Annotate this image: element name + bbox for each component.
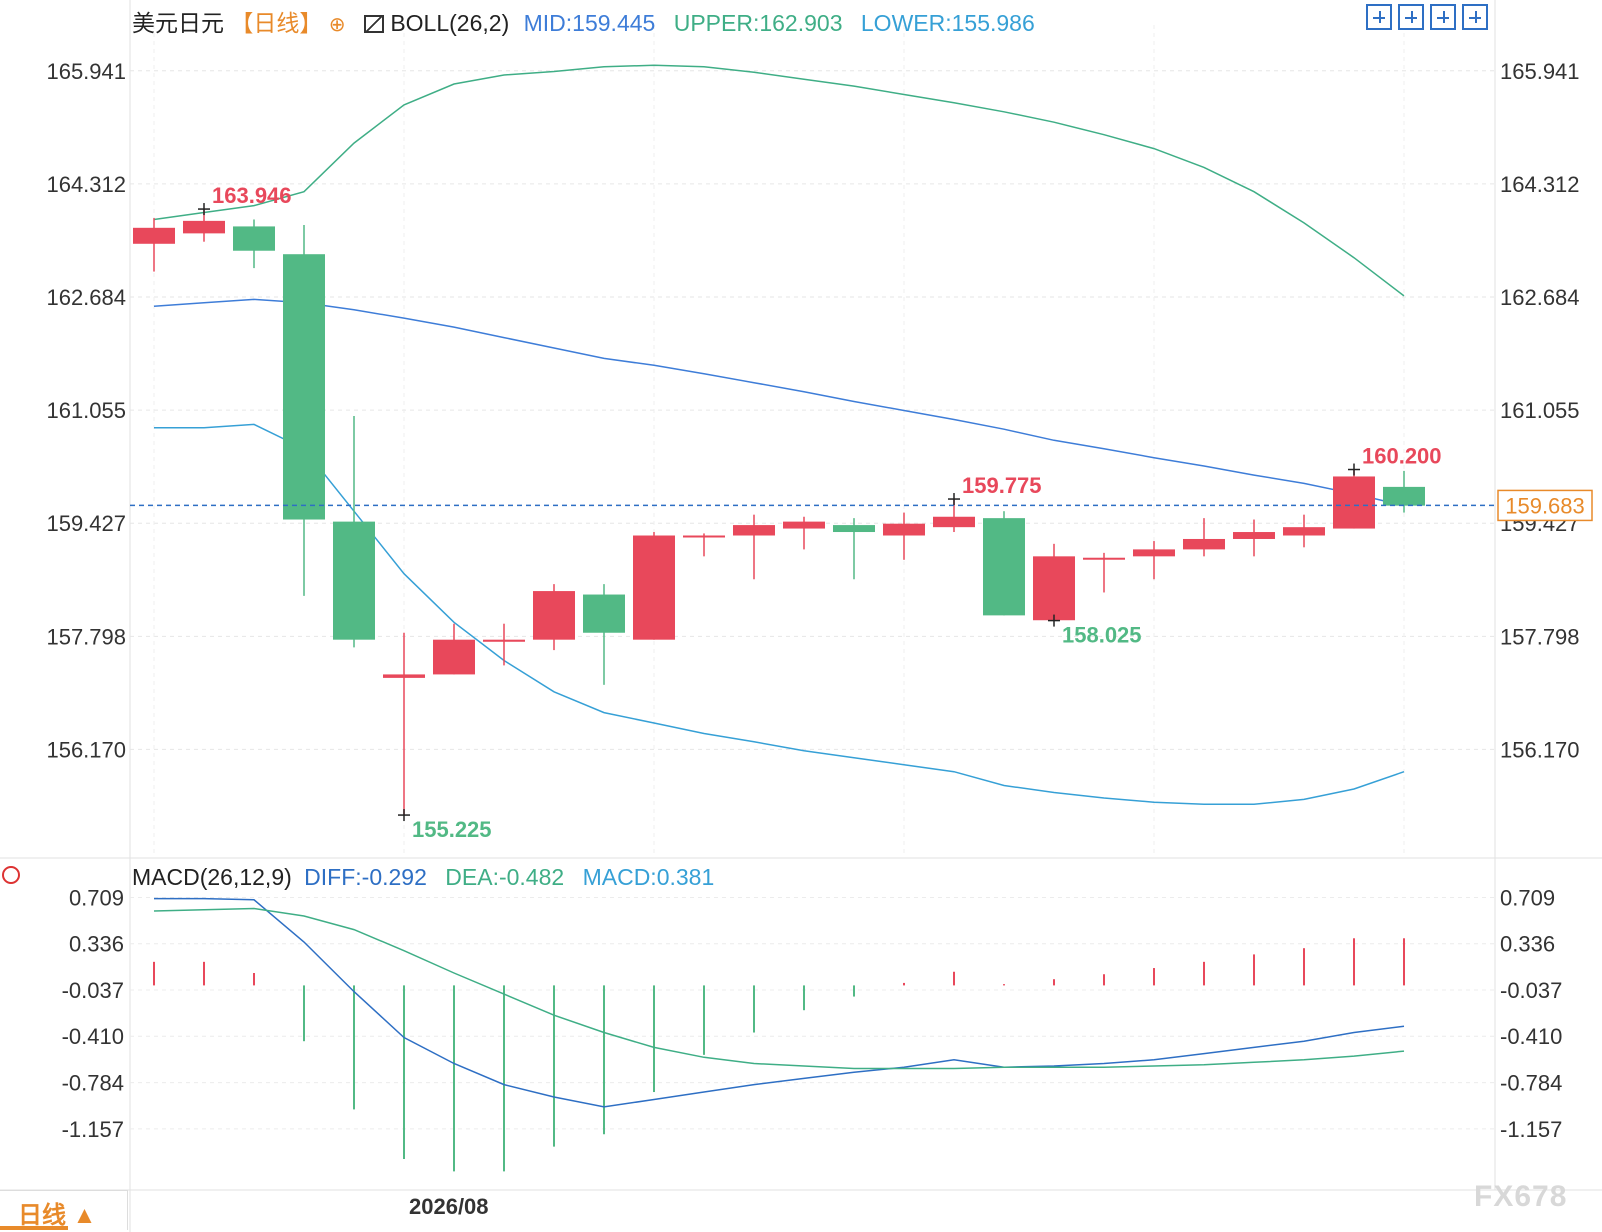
price-y-tick-left: 156.170 xyxy=(46,737,126,762)
low-price-label: 155.225 xyxy=(412,817,492,842)
macd-y-tick-left: -1.157 xyxy=(62,1117,124,1142)
candle-up xyxy=(183,220,225,234)
period-tab-label[interactable]: 日线 ▲ xyxy=(18,1202,97,1229)
macd-y-tick-right: -1.157 xyxy=(1500,1117,1562,1142)
macd-y-tick-left: 0.336 xyxy=(69,932,124,957)
candle-up xyxy=(633,535,675,640)
macd-y-tick-left: 0.709 xyxy=(69,885,124,910)
candle-down xyxy=(233,226,275,251)
symbol-title: 美元日元 xyxy=(132,10,224,36)
price-y-tick-right: 162.684 xyxy=(1500,285,1580,310)
price-y-tick-left: 165.941 xyxy=(46,59,126,84)
price-y-tick-left: 159.427 xyxy=(46,511,126,536)
current-price-label: 159.683 xyxy=(1505,493,1585,518)
low-price-label: 158.025 xyxy=(1062,623,1142,648)
price-y-tick-left: 161.055 xyxy=(46,398,126,423)
period-tag[interactable]: 【日线】 xyxy=(230,10,323,36)
bar-settings-icon[interactable] xyxy=(1398,4,1424,30)
macd-y-tick-right: -0.410 xyxy=(1500,1024,1562,1049)
x-axis-date-label: 2026/08 xyxy=(409,1194,489,1219)
candle-up xyxy=(383,674,425,678)
price-y-tick-right: 156.170 xyxy=(1500,737,1580,762)
crosshair-icon[interactable] xyxy=(2,866,20,884)
price-y-tick-right: 157.798 xyxy=(1500,624,1580,649)
candle-down xyxy=(333,521,375,640)
indicator-add-icon[interactable] xyxy=(1430,4,1456,30)
high-price-label: 163.946 xyxy=(212,183,292,208)
dea-label: DEA:-0.482 xyxy=(445,864,565,890)
mid-label: MID:159.445 xyxy=(523,10,656,36)
period-tab[interactable]: 日线 ▲ xyxy=(0,1190,128,1230)
price-y-tick-right: 161.055 xyxy=(1500,398,1580,423)
boll-mid-line xyxy=(153,298,1405,507)
candle-up xyxy=(1133,549,1175,557)
diff-label: DIFF:-0.292 xyxy=(304,864,427,890)
watermark: FX678 xyxy=(1474,1180,1568,1213)
candle-down xyxy=(983,518,1025,616)
boll-upper-line xyxy=(153,64,1405,297)
upper-label: UPPER:162.903 xyxy=(673,10,843,36)
candle-up xyxy=(1233,532,1275,539)
candle-up xyxy=(1283,527,1325,536)
candle-up xyxy=(783,521,825,529)
candle-down xyxy=(583,594,625,633)
macd-label: MACD:0.381 xyxy=(582,864,715,890)
candle-up xyxy=(133,227,175,244)
price-y-tick-right: 165.941 xyxy=(1500,59,1580,84)
candle-up xyxy=(1183,538,1225,550)
price-y-tick-left: 164.312 xyxy=(46,172,126,197)
candle-up xyxy=(1083,557,1125,560)
macd-title[interactable]: MACD(26,12,9) xyxy=(132,864,292,890)
macd-y-tick-left: -0.037 xyxy=(62,978,124,1003)
macd-diff-line xyxy=(154,897,1405,1108)
price-y-tick-left: 157.798 xyxy=(46,624,126,649)
macd-y-tick-right: 0.709 xyxy=(1500,885,1555,910)
candle-up xyxy=(933,516,975,528)
macd-header: MACD(26,12,9) DIFF:-0.292 DEA:-0.482 MAC… xyxy=(132,864,714,891)
candle-down xyxy=(283,254,325,520)
lower-label: LOWER:155.986 xyxy=(860,10,1035,36)
chart-header: 美元日元 【日线】 ⊕ BOLL(26,2) MID:159.445 UPPER… xyxy=(132,4,1035,38)
candle-up xyxy=(683,535,725,538)
export-icon[interactable] xyxy=(1462,4,1488,30)
chart-icon[interactable] xyxy=(363,15,384,33)
boll-label[interactable]: BOLL(26,2) xyxy=(390,10,510,36)
high-price-label: 160.200 xyxy=(1362,444,1442,469)
candle-up xyxy=(1333,476,1375,529)
high-price-label: 159.775 xyxy=(962,473,1042,498)
macd-y-tick-left: -0.784 xyxy=(62,1071,124,1096)
price-y-tick-right: 164.312 xyxy=(1500,172,1580,197)
macd-y-tick-right: 0.336 xyxy=(1500,932,1555,957)
macd-dea-line xyxy=(153,907,1405,1070)
circle-plus-icon[interactable]: ⊕ xyxy=(328,14,346,36)
macd-y-tick-right: -0.037 xyxy=(1500,978,1562,1003)
grid-expand-icon[interactable] xyxy=(1366,4,1392,30)
candle-up xyxy=(883,523,925,536)
candle-up xyxy=(433,639,475,675)
candle-down xyxy=(1383,486,1425,506)
price-y-tick-left: 162.684 xyxy=(46,285,126,310)
candle-up xyxy=(483,639,525,642)
macd-y-tick-left: -0.410 xyxy=(62,1024,124,1049)
macd-y-tick-right: -0.784 xyxy=(1500,1071,1562,1096)
candle-up xyxy=(533,591,575,640)
candle-down xyxy=(833,525,875,533)
period-tab-underline xyxy=(0,1226,68,1230)
candle-up xyxy=(1033,556,1075,621)
current-price-box xyxy=(1497,489,1593,522)
candle-up xyxy=(733,525,775,536)
